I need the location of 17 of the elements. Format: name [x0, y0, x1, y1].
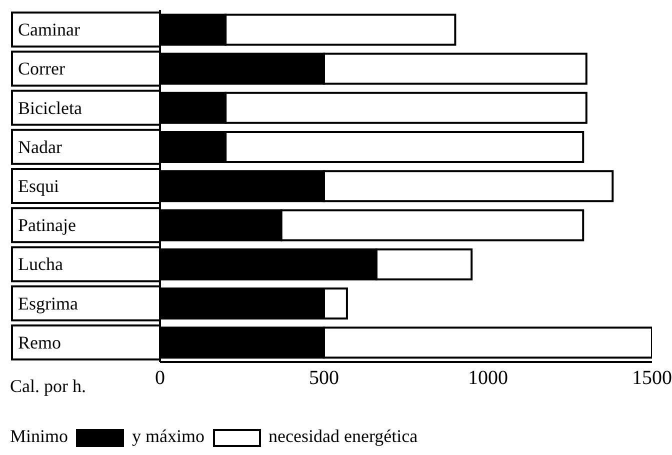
y-tick-label: Remo [18, 332, 61, 352]
x-tick-label: 500 [309, 367, 339, 390]
legend-label: y máximo [132, 426, 206, 446]
y-tick-label: Lucha [18, 254, 63, 274]
y-tick-label: Correr [18, 58, 65, 79]
y-tick-label: Bicicleta [18, 98, 82, 118]
y-tick-label: Esqui [18, 176, 60, 196]
y-tick-label: Esgrima [18, 293, 78, 314]
x-tick-label: 0 [155, 367, 165, 390]
y-tick-label: Caminar [18, 20, 80, 40]
text: necesidad energética [268, 426, 418, 446]
x-axis-title: Cal. por h. [10, 376, 86, 397]
y-tick-label: Patinaje [18, 215, 76, 236]
y-tick-label: Nadar [18, 136, 62, 157]
x-tick-label: 1500 [632, 367, 672, 390]
legend-label: Minimo [10, 426, 70, 446]
x-tick-label: 1000 [468, 367, 508, 390]
